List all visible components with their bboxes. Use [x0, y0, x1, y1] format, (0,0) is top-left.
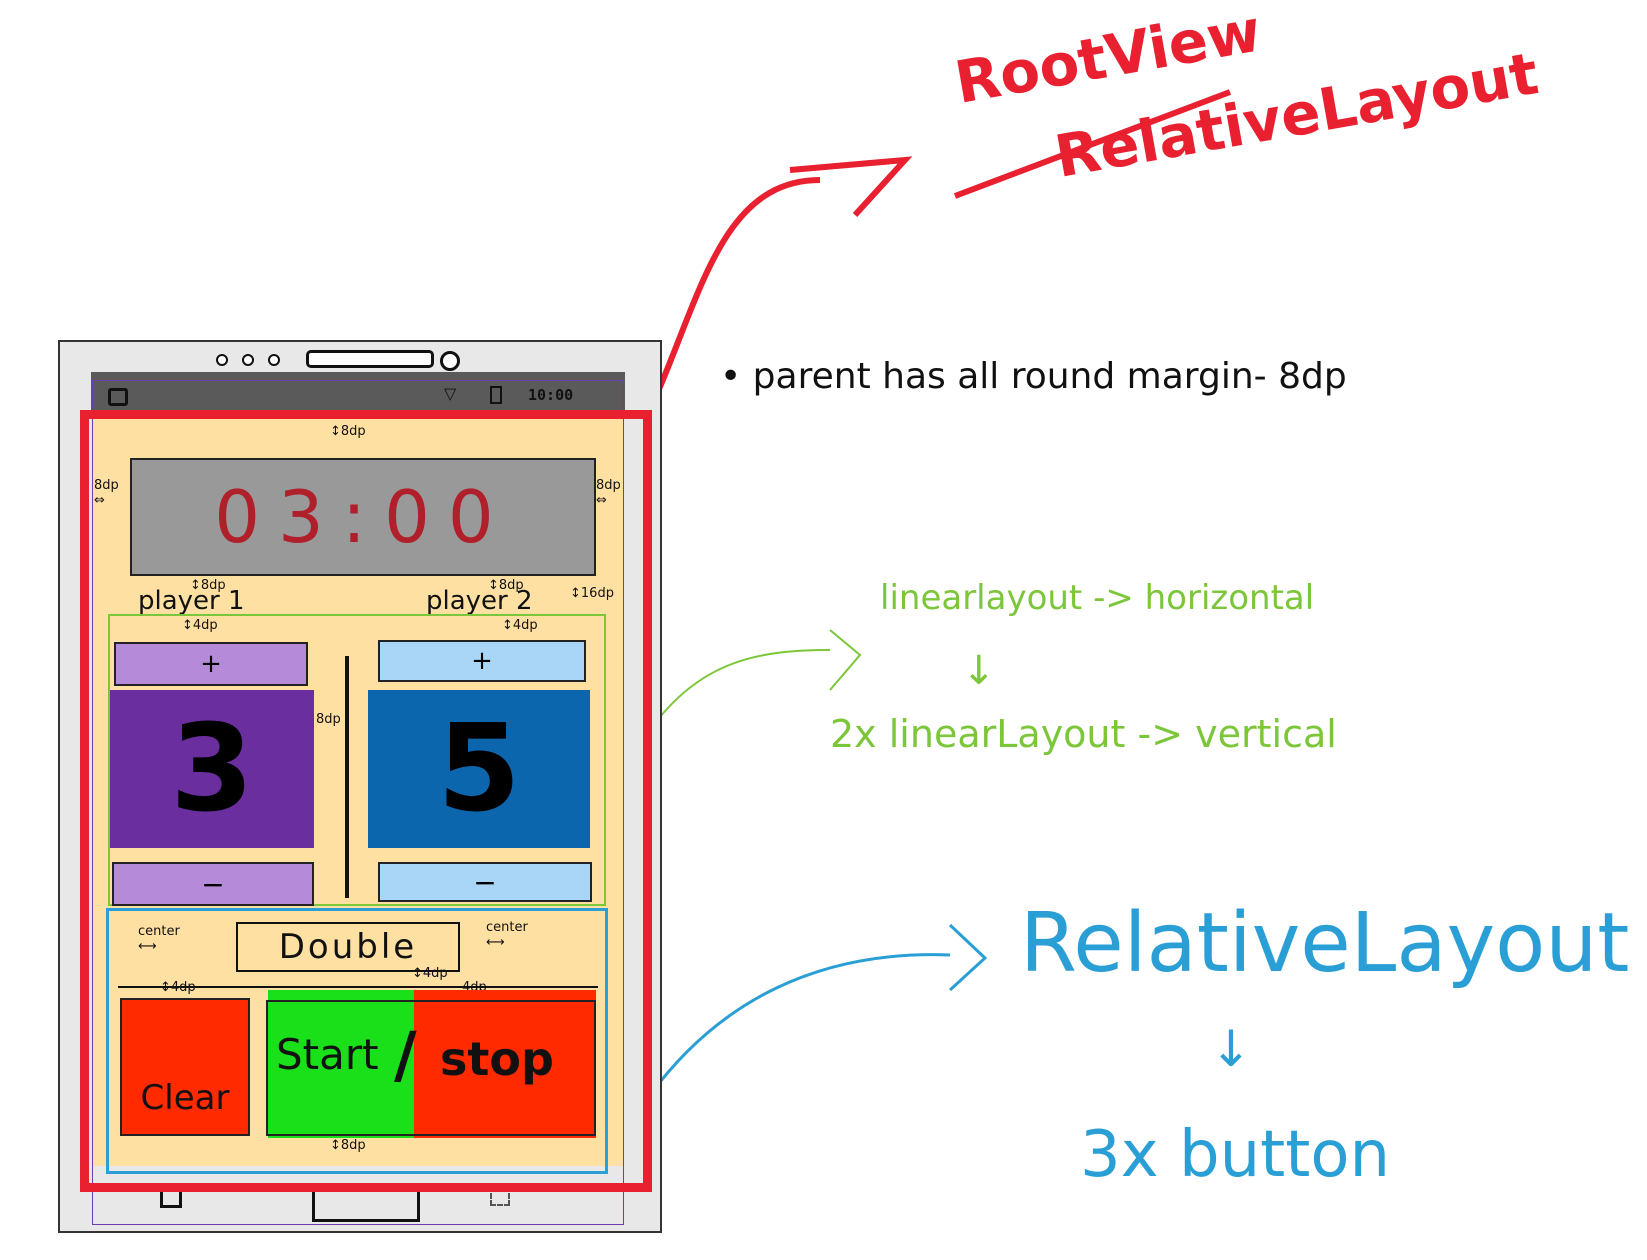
player1-minus-button[interactable]: − — [112, 862, 314, 906]
relativelayout-note: RelativeLayout — [1020, 896, 1630, 991]
stop-label: stop — [440, 1032, 554, 1086]
margin-annotation-4dp: ↕4dp — [412, 966, 448, 981]
linearlayout-horizontal-note: linearlayout -> horizontal — [880, 578, 1315, 618]
signal-icon: ▽ — [444, 384, 457, 403]
margin-annotation-16dp: ↕16dp — [570, 586, 614, 601]
red-underline — [953, 89, 1232, 199]
stop-button[interactable] — [414, 990, 596, 1138]
rootview-outline — [80, 410, 652, 1192]
player1-label: player 1 — [138, 586, 245, 616]
sensor-dot — [216, 354, 228, 366]
screen-outline — [92, 380, 624, 1225]
player2-plus-button[interactable]: + — [378, 640, 586, 682]
center-annotation-right: center ⟷ — [486, 920, 528, 950]
margin-annotation-4dp: ↕4dp — [160, 980, 196, 995]
player2-minus-button[interactable]: − — [378, 862, 592, 902]
separator-line — [118, 986, 598, 988]
player1-score: 3 — [110, 690, 314, 848]
margin-annotation-timer-p1: ↕8dp — [190, 578, 226, 593]
linearlayout-vertical-note: 2x linearLayout -> vertical — [830, 712, 1337, 756]
blue-arrow-line — [648, 953, 951, 1096]
status-bar — [91, 372, 625, 412]
front-camera — [440, 351, 460, 371]
blue-down-arrow-icon: ↓ — [1210, 1020, 1252, 1078]
margin-annotation-4dp: ↕4dp — [182, 618, 218, 633]
player1-plus-button[interactable]: + — [114, 642, 308, 686]
player-divider — [345, 656, 349, 898]
timer-display — [130, 458, 596, 576]
margin-annotation-timer-p2: ↕8dp — [488, 578, 524, 593]
margin-annotation-4dp: ↕4dp — [502, 618, 538, 633]
center-annotation-left: center ⟷ — [138, 924, 180, 954]
green-arrow-line — [649, 649, 831, 731]
red-arrow-line — [647, 177, 821, 412]
margin-annotation-bottom: ↕8dp — [330, 1138, 366, 1153]
double-button[interactable]: Double — [236, 922, 460, 972]
red-arrow-head — [789, 156, 913, 218]
nav-home-icon[interactable] — [312, 1186, 420, 1222]
start-stop-slash: / — [394, 1018, 417, 1091]
start-label: Start — [276, 1030, 379, 1079]
green-arrow-head — [829, 629, 862, 691]
margin-annotation-top: ↕8dp — [330, 424, 366, 439]
status-time: 10:00 — [528, 386, 574, 404]
margin-note: • parent has all round margin- 8dp — [720, 356, 1347, 397]
sensor-dot — [242, 354, 254, 366]
start-stop-frame — [266, 1000, 596, 1136]
clear-button[interactable]: Clear — [120, 998, 250, 1136]
linearlayout-outline — [108, 614, 606, 906]
player2-score: 5 — [368, 690, 590, 848]
relativelayout-outline — [106, 908, 608, 1174]
sensor-dot — [268, 354, 280, 366]
phone-speaker — [306, 350, 434, 368]
player2-label: player 2 — [426, 586, 533, 616]
green-down-arrow-icon: ↓ — [962, 648, 996, 694]
start-button[interactable] — [268, 990, 424, 1138]
timer-value: 03:00 — [214, 475, 512, 559]
margin-annotation-divider: 8dp — [316, 712, 341, 727]
margin-annotation-left: 8dp ⇔ — [94, 478, 119, 508]
blue-arrow-head — [948, 923, 988, 992]
battery-icon — [490, 386, 502, 404]
button-count-note: 3x button — [1080, 1118, 1391, 1192]
notification-icon — [108, 388, 128, 406]
margin-annotation-right: 8dp ⇔ — [596, 478, 621, 508]
